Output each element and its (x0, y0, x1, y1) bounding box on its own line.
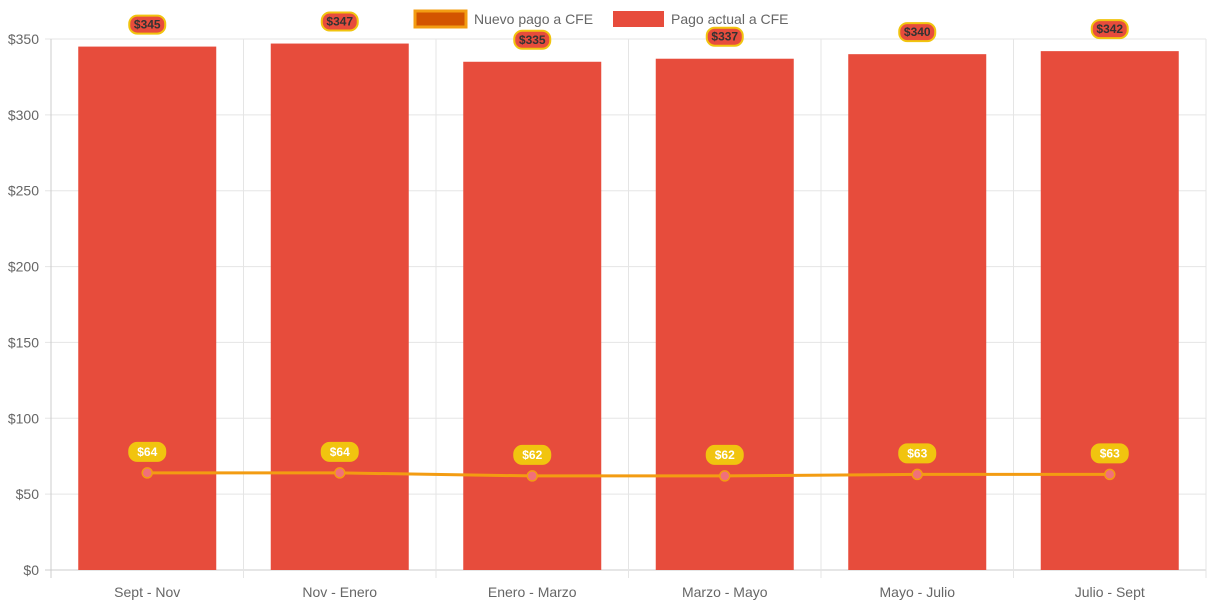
line-point[interactable] (911, 468, 923, 481)
data-label: $64 (137, 445, 157, 459)
data-label-bg (128, 441, 167, 462)
data-label-bg (1090, 19, 1129, 40)
data-label-bg (513, 444, 552, 465)
data-label-bg (705, 444, 744, 465)
legend-swatch-nuevo[interactable] (413, 9, 468, 29)
line-point[interactable] (141, 467, 153, 479)
line-point[interactable] (334, 467, 346, 479)
data-label: $347 (326, 15, 353, 29)
y-tick-label: $100 (8, 410, 39, 426)
data-label-bg (320, 441, 359, 462)
y-tick-label: $200 (8, 259, 39, 275)
y-tick-label: $300 (8, 107, 39, 123)
data-label-bg (705, 26, 744, 47)
y-tick-label: $0 (23, 562, 39, 578)
bar[interactable] (848, 54, 987, 570)
legend-label[interactable]: Pago actual a CFE (671, 11, 789, 27)
line-point[interactable] (1104, 468, 1116, 481)
data-label-bg (513, 29, 552, 50)
x-tick-label: Enero - Marzo (488, 584, 577, 600)
data-label-bg (128, 14, 167, 35)
data-label: $63 (907, 446, 927, 460)
y-tick-label: $350 (8, 31, 39, 47)
line-series (147, 471, 1110, 478)
y-tick-label: $150 (8, 334, 39, 350)
bar[interactable] (270, 43, 409, 570)
data-label: $62 (715, 448, 735, 462)
data-label: $335 (519, 33, 546, 47)
data-label: $62 (522, 448, 542, 462)
y-tick-label: $50 (16, 486, 40, 502)
y-tick-label: $250 (8, 183, 39, 199)
data-label-bg (1090, 443, 1129, 464)
bar[interactable] (78, 46, 217, 571)
data-label: $345 (134, 18, 161, 32)
x-tick-label: Marzo - Mayo (682, 584, 768, 600)
data-label: $342 (1096, 22, 1123, 36)
line-point[interactable] (719, 470, 731, 482)
x-tick-label: Julio - Sept (1075, 584, 1145, 600)
legend-swatch-actual[interactable] (613, 11, 664, 27)
data-label: $64 (330, 445, 350, 459)
data-label: $337 (711, 30, 738, 44)
x-tick-label: Sept - Nov (114, 584, 180, 600)
line-point[interactable] (526, 470, 538, 482)
bar[interactable] (1040, 51, 1179, 570)
data-label: $340 (904, 25, 931, 39)
data-label: $63 (1100, 446, 1120, 460)
x-tick-label: Mayo - Julio (880, 584, 956, 600)
bar[interactable] (655, 58, 794, 570)
legend-label[interactable]: Nuevo pago a CFE (474, 11, 593, 27)
bar[interactable] (463, 61, 602, 570)
data-label-bg (320, 11, 359, 32)
data-label-bg (898, 443, 937, 464)
x-tick-label: Nov - Enero (302, 584, 377, 600)
data-label-bg (898, 22, 937, 43)
